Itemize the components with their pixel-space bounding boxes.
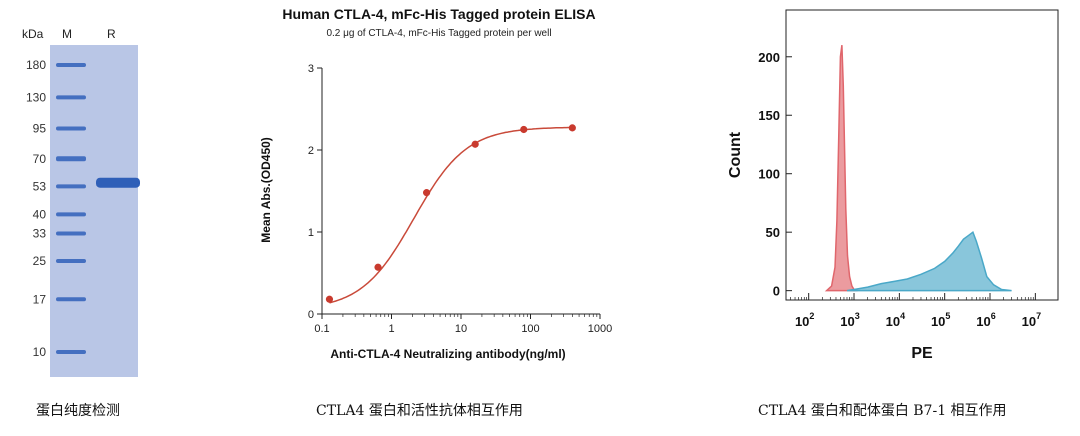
gel-marker-label: 70: [33, 152, 47, 166]
elisa-fit-curve: [329, 126, 573, 304]
flow-x-tick-label: 105: [931, 311, 950, 329]
elisa-data-point: [374, 263, 382, 271]
elisa-x-tick-label: 1: [388, 323, 394, 335]
gel-marker-band: [56, 184, 86, 189]
flow-caption: CTLA4 蛋白和配体蛋白 B7-1 相互作用: [758, 403, 1007, 419]
elisa-subtitle: 0.2 μg of CTLA-4, mFc-His Tagged protein…: [326, 28, 551, 39]
gel-lane-label-m: M: [62, 27, 72, 41]
gel-marker-band: [56, 231, 86, 236]
gel-marker-label: 25: [33, 254, 47, 268]
flow-x-tick-label: 104: [886, 311, 905, 329]
elisa-data-point: [423, 189, 431, 197]
flow-y-tick-label: 0: [773, 284, 780, 299]
flow-y-tick-label: 150: [758, 108, 780, 123]
flow-x-tick-label: 107: [1022, 311, 1041, 329]
flow-x-tick-label: 102: [795, 311, 814, 329]
flow-x-tick-label: 106: [976, 311, 995, 329]
gel-image: kDa M R 180 130 95 70 53 40 33 25 17 10: [22, 27, 140, 377]
elisa-panel: Human CTLA-4, mFc-His Tagged protein ELI…: [240, 0, 660, 380]
gel-marker-ladder: 180 130 95 70 53 40 33 25 17 10: [26, 58, 86, 359]
elisa-y-tick-label: 2: [308, 145, 314, 157]
elisa-curve-group: [325, 124, 576, 304]
gel-marker-band: [56, 297, 86, 302]
flow-panel: 0 50 100 150 200 102 103 104 105 106 107 PE Count: [700, 0, 1080, 380]
gel-lane-label-r: R: [107, 27, 116, 41]
gel-caption: 蛋白纯度检测: [36, 403, 120, 419]
flow-histograms: [824, 45, 1012, 292]
gel-marker-label: 40: [33, 207, 47, 221]
flow-histogram-positive: [846, 231, 1012, 292]
gel-marker-band: [56, 63, 86, 67]
elisa-x-tick-label: 100: [521, 323, 539, 335]
gel-marker-label: 53: [33, 179, 47, 193]
flow-y-axis-label: Count: [727, 131, 744, 178]
elisa-title: Human CTLA-4, mFc-His Tagged protein ELI…: [282, 6, 595, 22]
elisa-axes: 0 1 2 3 0.1 1 10 100 1000: [308, 63, 612, 335]
gel-lane-label-kda: kDa: [22, 27, 44, 41]
gel-marker-band: [56, 156, 86, 162]
gel-panel: kDa M R 180 130 95 70 53 40 33 25 17 10: [0, 0, 200, 436]
gel-marker-label: 95: [33, 121, 47, 135]
flow-histogram-negative: [824, 45, 858, 292]
elisa-data-point: [520, 125, 528, 134]
gel-marker-label: 33: [33, 226, 47, 240]
flow-y-tick-label: 50: [766, 225, 780, 240]
flow-chart: 0 50 100 150 200 102 103 104 105 106 107 PE Count: [727, 9, 1059, 362]
elisa-x-tick-label: 10: [455, 323, 467, 335]
elisa-y-tick-label: 0: [308, 309, 314, 321]
elisa-y-tick-label: 3: [308, 63, 314, 75]
gel-marker-label: 10: [33, 345, 47, 359]
elisa-chart: Human CTLA-4, mFc-His Tagged protein ELI…: [259, 6, 612, 361]
gel-marker-label: 130: [26, 90, 46, 104]
elisa-caption: CTLA4 蛋白和活性抗体相互作用: [316, 403, 523, 419]
flow-axes: 0 50 100 150 200 102 103 104 105 106 107: [758, 50, 1041, 329]
elisa-x-axis-label: Anti-CTLA-4 Neutralizing antibody(ng/ml): [330, 347, 565, 361]
flow-y-tick-label: 200: [758, 50, 780, 65]
gel-marker-band: [56, 95, 86, 100]
gel-marker-label: 180: [26, 58, 46, 72]
gel-marker-band: [56, 259, 86, 264]
elisa-x-tick-label: 1000: [588, 323, 612, 335]
elisa-x-tick-label: 0.1: [314, 323, 329, 335]
elisa-data-point: [325, 295, 334, 303]
gel-marker-band: [56, 350, 86, 354]
gel-marker-band: [56, 212, 86, 217]
flow-x-tick-label: 103: [840, 311, 859, 329]
gel-background: [50, 45, 138, 377]
gel-marker-band: [56, 126, 86, 131]
gel-marker-label: 17: [33, 292, 47, 306]
flow-x-axis-label: PE: [911, 345, 933, 362]
flow-y-tick-label: 100: [758, 167, 780, 182]
flow-plot-frame: [785, 9, 1059, 301]
elisa-data-point: [471, 140, 479, 148]
elisa-data-point: [568, 124, 576, 132]
elisa-y-axis-label: Mean Abs.(OD450): [259, 137, 273, 243]
elisa-y-tick-label: 1: [308, 227, 314, 239]
gel-sample-band: [96, 177, 140, 188]
